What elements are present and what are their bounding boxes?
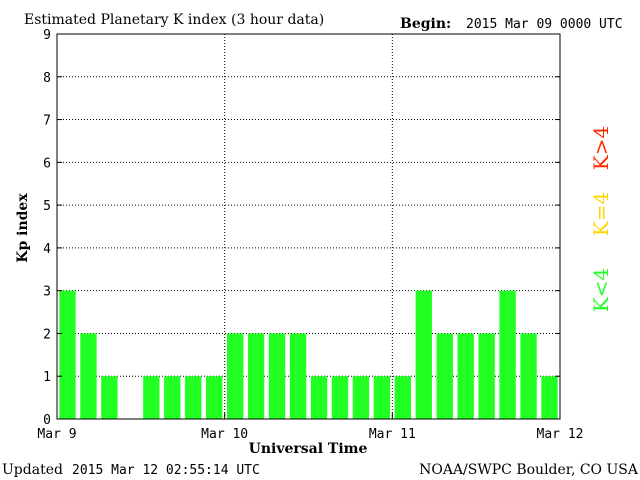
y-tick-label: 5: [43, 199, 51, 214]
kp-bar: [101, 376, 118, 419]
kp-bar: [499, 290, 516, 419]
y-tick-label: 9: [43, 28, 51, 43]
kp-bar: [247, 333, 265, 419]
legend: K>4 K=4 K<4: [589, 126, 613, 312]
y-tick-label: 0: [43, 413, 51, 428]
kp-bar: [478, 333, 495, 419]
kp-bar: [310, 376, 328, 419]
kp-bar: [59, 290, 76, 419]
bar-series: [59, 290, 558, 419]
x-tick-labels: Mar 9 Mar 10 Mar 11 Mar 12: [37, 413, 583, 442]
y-tick-labels: 0 1 2 3 4 5 6 7 8 9: [43, 28, 560, 428]
grid-lines: [57, 34, 560, 419]
legend-item: K>4: [589, 126, 613, 170]
kp-bar: [415, 290, 432, 419]
kp-bar: [164, 376, 181, 419]
kp-bar: [143, 376, 160, 419]
kp-bar: [331, 376, 349, 419]
legend-item: K=4: [589, 192, 613, 236]
x-tick-label: Mar 9: [37, 427, 76, 442]
x-tick-label: Mar 10: [201, 427, 248, 442]
y-tick-label: 3: [43, 285, 51, 300]
y-axis-label: Kp index: [15, 193, 31, 263]
kp-bar: [289, 333, 307, 419]
kp-bar: [268, 333, 286, 419]
kp-bar: [80, 333, 97, 419]
x-tick-label: Mar 11: [369, 427, 416, 442]
y-tick-label: 1: [43, 370, 51, 385]
updated-value: 2015 Mar 12 02:55:14 UTC: [72, 463, 260, 478]
kp-bar: [520, 333, 537, 419]
kp-bar: [541, 376, 558, 419]
x-tick-label: Mar 12: [537, 427, 584, 442]
chart-title: Estimated Planetary K index (3 hour data…: [24, 12, 324, 28]
y-tick-label: 6: [43, 156, 51, 171]
kp-bar: [226, 333, 244, 419]
begin-value: 2015 Mar 09 0000 UTC: [466, 17, 623, 32]
kp-bar: [394, 376, 411, 419]
begin-label: Begin:: [400, 16, 451, 32]
kp-bar: [185, 376, 202, 419]
kp-bar: [206, 376, 223, 419]
kp-bar: [457, 333, 474, 419]
y-tick-label: 2: [43, 327, 51, 342]
kp-bar: [436, 333, 453, 419]
source-credit: NOAA/SWPC Boulder, CO USA: [419, 462, 639, 478]
legend-item: K<4: [589, 268, 613, 312]
y-tick-label: 4: [43, 242, 51, 257]
kp-bar: [373, 376, 391, 419]
y-tick-label: 8: [43, 71, 51, 86]
updated-label: Updated: [2, 462, 63, 478]
kp-bar: [352, 376, 370, 419]
plot-frame: [56, 33, 561, 420]
x-axis-label: Universal Time: [249, 441, 368, 457]
y-tick-label: 7: [43, 114, 51, 129]
